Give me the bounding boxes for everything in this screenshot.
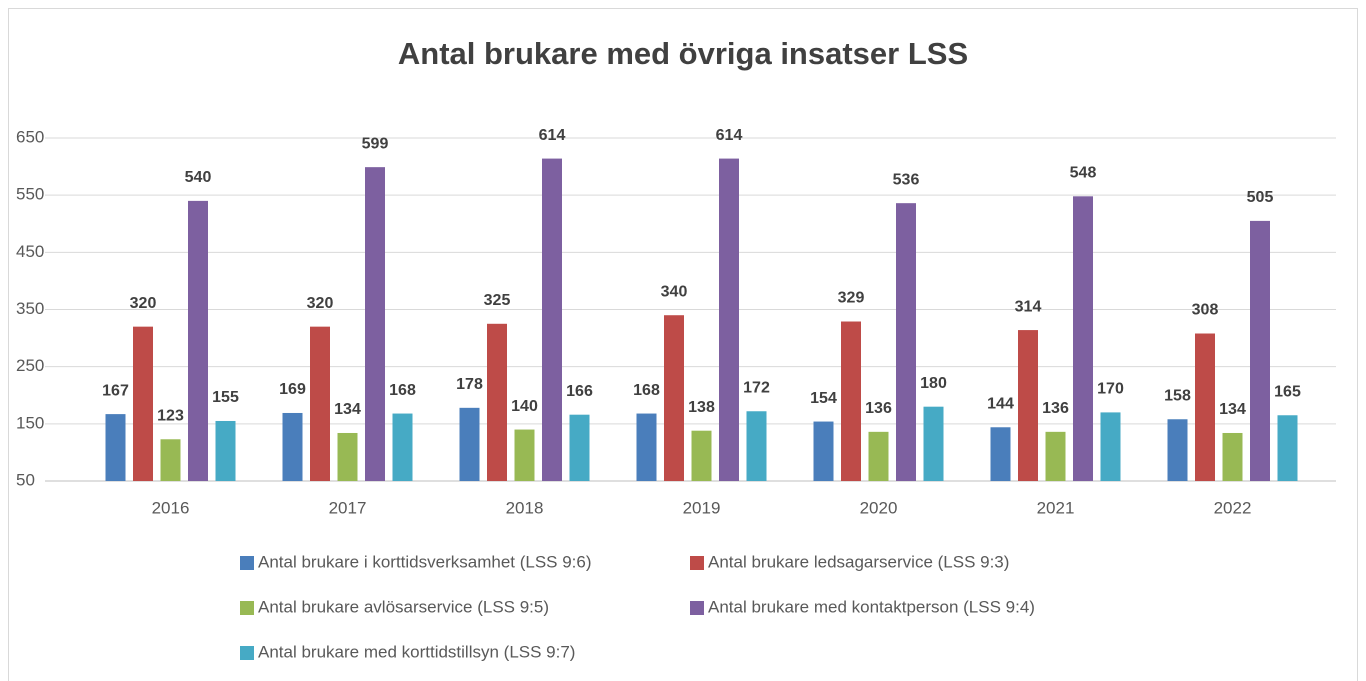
value-label: 134 <box>1219 401 1246 418</box>
bar <box>514 429 535 481</box>
value-label: 599 <box>362 135 389 152</box>
legend-swatch <box>240 556 254 570</box>
value-label: 169 <box>279 381 306 398</box>
bar <box>1100 412 1121 481</box>
bar <box>1167 419 1188 481</box>
value-label: 144 <box>987 395 1014 412</box>
value-label: 158 <box>1164 387 1191 404</box>
bar <box>990 427 1011 481</box>
bar <box>133 326 153 481</box>
value-label: 123 <box>157 407 184 424</box>
bar <box>569 414 590 481</box>
bar <box>1073 196 1093 481</box>
value-label: 172 <box>743 379 770 396</box>
value-label: 178 <box>456 376 483 393</box>
value-label: 138 <box>688 399 715 416</box>
chart-title: Antal brukare med övriga insatser LSS <box>398 36 968 71</box>
bar <box>746 411 767 481</box>
legend-swatch <box>240 646 254 660</box>
y-tick-label: 350 <box>16 299 44 318</box>
y-tick-label: 450 <box>16 242 44 261</box>
bar <box>487 323 507 481</box>
value-label: 166 <box>566 383 593 400</box>
value-label: 165 <box>1274 383 1301 400</box>
value-label: 329 <box>838 290 865 307</box>
y-tick-label: 150 <box>16 413 44 432</box>
bar <box>392 413 413 481</box>
legend-swatch <box>240 601 254 615</box>
bar <box>691 430 712 481</box>
value-label: 314 <box>1015 298 1042 315</box>
x-tick-label: 2022 <box>1214 498 1252 517</box>
bar <box>1222 432 1243 481</box>
legend-label: Antal brukare i korttidsverksamhet (LSS … <box>258 552 592 571</box>
bar <box>923 406 944 481</box>
bar <box>542 158 562 481</box>
bar <box>310 326 330 481</box>
legend-swatch <box>690 556 704 570</box>
value-label: 134 <box>334 401 361 418</box>
bar <box>215 420 236 481</box>
x-tick-label: 2021 <box>1037 498 1075 517</box>
legend-label: Antal brukare med korttidstillsyn (LSS 9… <box>258 642 575 661</box>
bar <box>841 321 861 481</box>
value-label: 320 <box>307 295 334 312</box>
value-label: 536 <box>893 171 920 188</box>
value-label: 136 <box>865 400 892 417</box>
bar <box>896 203 916 482</box>
bar <box>365 167 385 481</box>
value-label: 325 <box>484 292 511 309</box>
bar <box>1277 415 1298 481</box>
bar <box>282 412 303 481</box>
bar <box>813 421 834 481</box>
bar <box>1045 431 1066 481</box>
value-label: 154 <box>810 390 837 407</box>
value-label: 505 <box>1247 189 1274 206</box>
bar <box>719 158 739 481</box>
value-label: 168 <box>389 382 416 399</box>
value-label: 155 <box>212 389 239 406</box>
value-label: 168 <box>633 382 660 399</box>
value-label: 340 <box>661 283 688 300</box>
bar <box>1195 333 1215 481</box>
bar <box>664 315 684 481</box>
value-label: 136 <box>1042 400 1069 417</box>
bar <box>105 414 126 481</box>
value-label: 548 <box>1070 165 1097 182</box>
bar <box>636 413 657 481</box>
x-tick-label: 2018 <box>506 498 544 517</box>
y-tick-label: 550 <box>16 185 44 204</box>
value-label: 140 <box>511 398 538 415</box>
bar <box>188 200 208 481</box>
value-label: 614 <box>716 127 743 144</box>
bar <box>868 431 889 481</box>
value-label: 180 <box>920 375 947 392</box>
value-label: 167 <box>102 382 129 399</box>
x-tick-label: 2019 <box>683 498 721 517</box>
value-label: 320 <box>130 295 157 312</box>
bar <box>337 432 358 481</box>
value-label: 170 <box>1097 381 1124 398</box>
legend-label: Antal brukare med kontaktperson (LSS 9:4… <box>708 597 1035 616</box>
value-label: 540 <box>185 169 212 186</box>
y-tick-label: 650 <box>16 127 44 146</box>
x-tick-label: 2017 <box>329 498 367 517</box>
bar <box>160 439 181 481</box>
bar <box>459 407 480 481</box>
bar <box>1018 330 1038 481</box>
legend-label: Antal brukare avlösarservice (LSS 9:5) <box>258 597 549 616</box>
value-label: 308 <box>1192 302 1219 319</box>
y-tick-label: 50 <box>16 470 35 489</box>
legend-swatch <box>690 601 704 615</box>
x-tick-label: 2020 <box>860 498 898 517</box>
value-label: 614 <box>539 127 566 144</box>
bar <box>1250 220 1270 481</box>
x-tick-label: 2016 <box>152 498 190 517</box>
legend-label: Antal brukare ledsagarservice (LSS 9:3) <box>708 552 1009 571</box>
y-tick-label: 250 <box>16 356 44 375</box>
